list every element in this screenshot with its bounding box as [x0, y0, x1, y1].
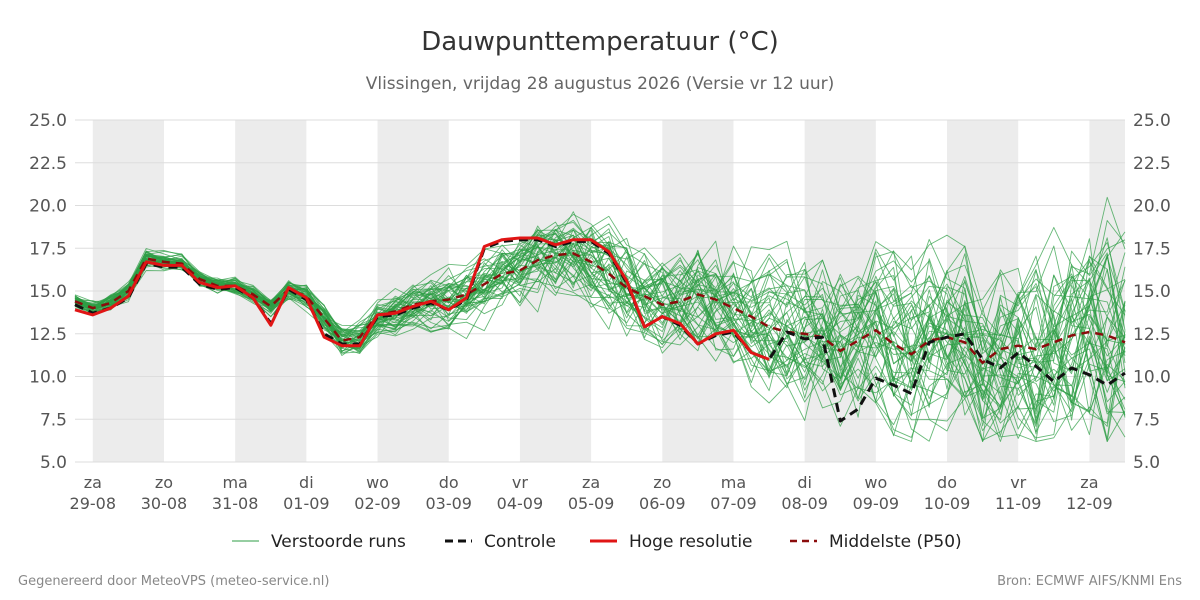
x-tick-day: zo — [653, 473, 671, 492]
series-line-hoge-resolutie — [74, 236, 770, 361]
x-tick-day: do — [439, 473, 459, 492]
x-tick-date: 02-09 — [354, 494, 401, 513]
y-tick-label-left: 10.0 — [29, 368, 67, 388]
legend: Verstoorde runs Controle Hoge resolutie Mid… — [232, 532, 962, 552]
x-tick-day: za — [1080, 473, 1098, 492]
ensemble-run-line — [74, 236, 1126, 442]
ensemble-run-line — [74, 244, 1126, 407]
chart-title: Dauwpunttemperatuur (°C) — [421, 27, 779, 57]
x-tick-day: vr — [1010, 473, 1026, 492]
x-tick-date: 29-08 — [70, 494, 117, 513]
x-tick-day: di — [299, 473, 314, 492]
y-tick-label-left: 25.0 — [29, 111, 67, 131]
ensemble-run-line — [74, 244, 1126, 440]
legend-label-median: Middelste (P50) — [829, 532, 962, 552]
x-tick-date: 07-09 — [710, 494, 757, 513]
y-tick-label-left: 15.0 — [29, 282, 67, 302]
x-tick-date: 09-09 — [853, 494, 900, 513]
x-tick-day: za — [84, 473, 102, 492]
ensemble-run-line — [74, 226, 1126, 427]
y-tick-label-right: 12.5 — [1133, 325, 1171, 345]
x-tick-date: 06-09 — [639, 494, 686, 513]
legend-label-ensemble: Verstoorde runs — [271, 532, 406, 552]
series-line-middelste-p50 — [74, 252, 1126, 365]
ensemble-run-line — [74, 252, 1126, 438]
y-tick-label-right: 17.5 — [1133, 239, 1171, 259]
x-tick-day: wo — [864, 473, 887, 492]
x-axis: za 29-08 zo 30-08 ma 31-08 di 01-09 wo 02-09 do 03-… — [70, 473, 1113, 513]
ensemble-run-line — [74, 238, 1126, 399]
main-series — [74, 236, 1126, 423]
x-tick-day: wo — [366, 473, 389, 492]
x-tick-date: 31-08 — [212, 494, 259, 513]
x-tick-date: 12-09 — [1066, 494, 1113, 513]
x-tick-date: 30-08 — [141, 494, 188, 513]
y-tick-label-right: 25.0 — [1133, 111, 1171, 131]
y-axis-right: 5.0 7.5 10.0 12.5 15.0 17.5 20.0 22.5 25.0 — [1133, 111, 1171, 473]
x-tick-day: ma — [721, 473, 746, 492]
y-tick-label-right: 5.0 — [1133, 453, 1160, 473]
x-tick-day: vr — [512, 473, 528, 492]
ensemble-run-line — [74, 219, 1126, 418]
y-tick-label-right: 20.0 — [1133, 197, 1171, 217]
x-tick-date: 03-09 — [425, 494, 472, 513]
x-tick-day: di — [797, 473, 812, 492]
legend-label-control: Controle — [484, 532, 556, 552]
y-tick-label-left: 7.5 — [40, 410, 67, 430]
y-tick-label-right: 10.0 — [1133, 368, 1171, 388]
y-tick-label-left: 12.5 — [29, 325, 67, 345]
chart-subtitle: Vlissingen, vrijdag 28 augustus 2026 (Ve… — [366, 74, 835, 94]
x-tick-date: 01-09 — [283, 494, 330, 513]
x-tick-day: ma — [222, 473, 247, 492]
x-tick-day: zo — [155, 473, 173, 492]
gridlines — [75, 119, 1125, 463]
y-axis-left: 5.0 7.5 10.0 12.5 15.0 17.5 20.0 22.5 25.0 — [29, 111, 67, 473]
footer-credit: Gegenereerd door MeteoVPS (meteo-service… — [18, 574, 329, 589]
x-tick-day: do — [937, 473, 957, 492]
x-tick-date: 08-09 — [781, 494, 828, 513]
y-tick-label-left: 17.5 — [29, 239, 67, 259]
y-tick-label-right: 22.5 — [1133, 154, 1171, 174]
ensemble-run-line — [74, 232, 1126, 413]
x-tick-day: za — [582, 473, 600, 492]
ensemble-run-line — [74, 229, 1126, 433]
legend-label-hres: Hoge resolutie — [629, 532, 753, 552]
x-tick-date: 11-09 — [995, 494, 1042, 513]
y-tick-label-left: 5.0 — [40, 453, 67, 473]
footer-source: Bron: ECMWF AIFS/KNMI Ens — [997, 574, 1182, 589]
y-tick-label-right: 7.5 — [1133, 410, 1160, 430]
y-tick-label-left: 22.5 — [29, 154, 67, 174]
x-tick-date: 10-09 — [924, 494, 971, 513]
y-tick-label-right: 15.0 — [1133, 282, 1171, 302]
x-tick-date: 05-09 — [568, 494, 615, 513]
y-tick-label-left: 20.0 — [29, 197, 67, 217]
x-tick-date: 04-09 — [497, 494, 544, 513]
